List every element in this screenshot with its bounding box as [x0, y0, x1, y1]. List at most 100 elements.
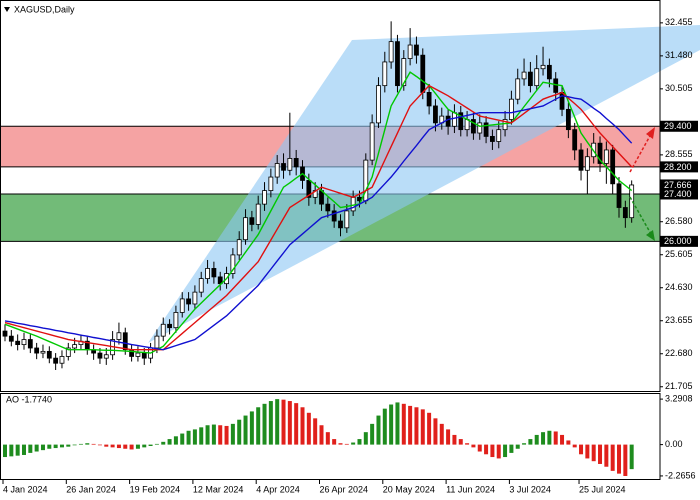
- ao-bar: [161, 441, 166, 445]
- candle-body: [160, 323, 166, 337]
- candle-body: [433, 105, 438, 124]
- x-tick-label: 4 Jan 2024: [3, 484, 48, 494]
- ao-bar: [465, 443, 470, 445]
- x-tick-label: 12 Mar 2024: [193, 484, 244, 494]
- ao-bar: [91, 443, 96, 445]
- candle-body: [622, 207, 628, 219]
- ao-bar: [522, 443, 527, 445]
- ao-bar: [72, 444, 77, 446]
- arrows: [629, 127, 655, 241]
- candle-body: [325, 203, 331, 212]
- ao-bar: [439, 423, 444, 445]
- candle-body: [490, 136, 495, 142]
- ao-bar: [534, 434, 539, 445]
- arrow-up: [629, 133, 652, 173]
- y-tick-label: 28.555: [665, 149, 693, 159]
- ao-bar: [363, 432, 368, 445]
- x-tick-label: 3 Jul 2024: [509, 484, 551, 494]
- candle-body: [382, 61, 388, 87]
- ao-bar: [477, 444, 482, 452]
- ao-bar: [21, 444, 26, 455]
- ao-bar: [351, 442, 356, 445]
- candle-body: [167, 323, 172, 329]
- candle-body: [287, 158, 293, 171]
- ao-bar: [591, 444, 596, 462]
- candle-body: [331, 210, 337, 222]
- ao-bar: [579, 444, 584, 455]
- candle-body: [230, 254, 236, 274]
- ao-bar: [319, 425, 324, 445]
- ao-bar: [53, 444, 58, 449]
- candle-body: [236, 239, 242, 256]
- ao-bar: [344, 443, 349, 445]
- ao-bar: [262, 403, 267, 445]
- ao-bar: [294, 403, 299, 445]
- ao-bar: [484, 444, 489, 455]
- arrow-head: [646, 127, 655, 139]
- ao-bar: [256, 407, 261, 445]
- ao-bar: [629, 444, 634, 470]
- candle-body: [565, 108, 571, 131]
- x-tick-label: 4 Apr 2024: [256, 484, 300, 494]
- candle-body: [483, 122, 489, 137]
- candle-body: [559, 92, 565, 110]
- ao-bar: [192, 429, 197, 445]
- y-tick-label: 0.00: [665, 439, 683, 449]
- candle-body: [426, 92, 432, 107]
- ao-bar: [623, 444, 628, 476]
- y-tick-label: -2.2656: [665, 470, 696, 480]
- candle-body: [249, 217, 255, 225]
- candle-body: [198, 278, 204, 293]
- arrow-down: [629, 196, 652, 235]
- ao-bar: [154, 443, 159, 445]
- ao-bar: [382, 408, 387, 445]
- candle-body: [15, 340, 21, 346]
- candle-body: [376, 85, 381, 124]
- ao-bar: [218, 425, 223, 445]
- candle-body: [281, 163, 286, 171]
- ao-bar: [401, 403, 406, 445]
- last-price-label: 27.666: [664, 180, 692, 190]
- candle-body: [173, 312, 179, 329]
- candle-body: [458, 112, 464, 131]
- ao-bar: [173, 436, 178, 445]
- ao-bar: [224, 425, 229, 445]
- candle-body: [27, 339, 33, 349]
- ao-bar: [59, 444, 64, 448]
- ao-bar: [9, 444, 14, 457]
- ao-bar: [598, 444, 603, 464]
- ao-bar: [604, 444, 609, 467]
- ao-bar: [458, 439, 463, 445]
- candle-body: [40, 350, 46, 354]
- level-label: 27.400: [664, 189, 692, 199]
- ao-bar: [338, 443, 343, 445]
- ao-bar: [123, 444, 128, 449]
- candle-body: [46, 350, 52, 359]
- ao-bar: [28, 444, 33, 453]
- candle-body: [293, 158, 299, 168]
- ao-bar: [560, 434, 565, 445]
- candle-body: [135, 352, 141, 357]
- ao-bar: [496, 444, 501, 459]
- candle-body: [553, 78, 559, 93]
- candle-body: [274, 163, 280, 178]
- chart-title: XAGUSD,Daily: [14, 4, 75, 14]
- candle-body: [211, 268, 217, 278]
- ao-bar: [452, 434, 457, 445]
- ao-bar: [490, 444, 495, 458]
- mark-layer: [2, 21, 635, 476]
- y-tick-label: 26.580: [665, 216, 693, 226]
- y-tick-label: 22.680: [665, 348, 693, 358]
- candle-body: [306, 180, 312, 198]
- ao-bar: [110, 444, 115, 448]
- candle-body: [496, 129, 502, 142]
- ao-bar: [553, 431, 558, 445]
- ao-bar: [40, 444, 45, 451]
- ao-bar: [3, 444, 7, 458]
- candle-body: [388, 41, 394, 63]
- moving-average: [4, 71, 633, 354]
- candle-body: [401, 58, 407, 87]
- ao-bar: [395, 402, 400, 445]
- ao-bar: [249, 411, 254, 445]
- ao-bar: [376, 415, 381, 445]
